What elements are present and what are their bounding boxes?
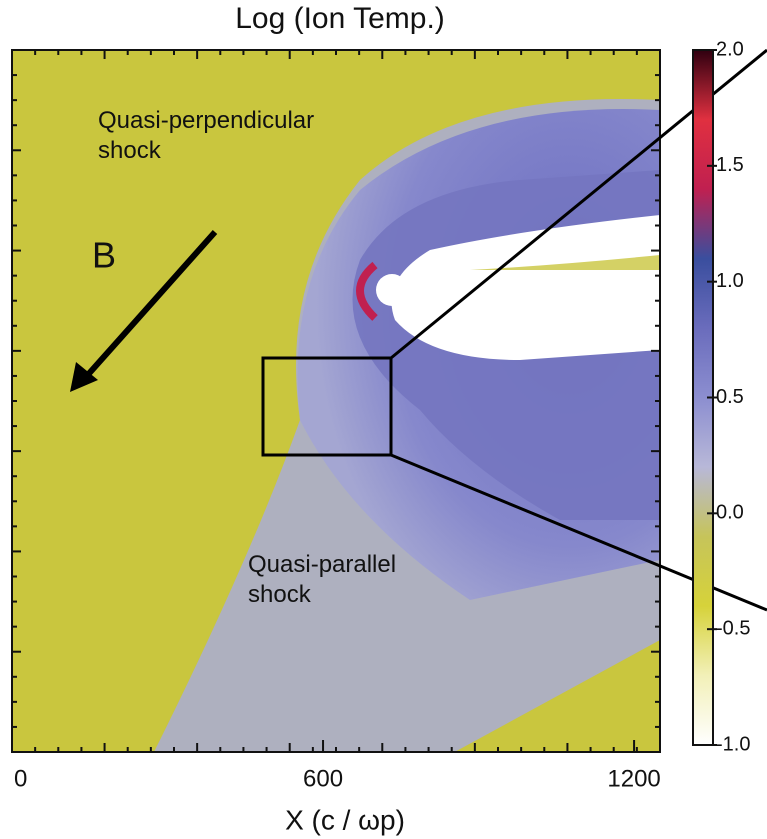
colorbar-tick-label: 1.5	[716, 154, 744, 176]
colorbar-tick-label: 0.5	[716, 386, 744, 408]
annotation: Quasi-parallel shock	[248, 551, 396, 608]
axis-ticks	[12, 50, 660, 752]
x-tick-label: 600	[303, 765, 343, 792]
x-tick-label: 1200	[607, 765, 660, 792]
annotation: Quasi-perpendicular shock	[98, 107, 314, 164]
colorbar-tick-label: 0.0	[716, 502, 744, 524]
annotation: B	[92, 235, 116, 276]
x-tick-label: 0	[14, 765, 27, 792]
colorbar-tick-label: 2.0	[716, 38, 744, 60]
colorbar-tick-label: 1.0	[716, 270, 744, 292]
field-arrow	[82, 230, 218, 380]
arrow-head	[70, 362, 98, 392]
colorbar-tick-label: -1.0	[716, 733, 750, 755]
simulation-image	[12, 50, 660, 752]
chart-title: Log (Ion Temp.)	[235, 2, 445, 35]
x-axis-label: X (c / ωp)	[285, 804, 405, 835]
zoom-box	[261, 356, 393, 457]
colorbar-tick-label: -0.5	[716, 617, 750, 639]
